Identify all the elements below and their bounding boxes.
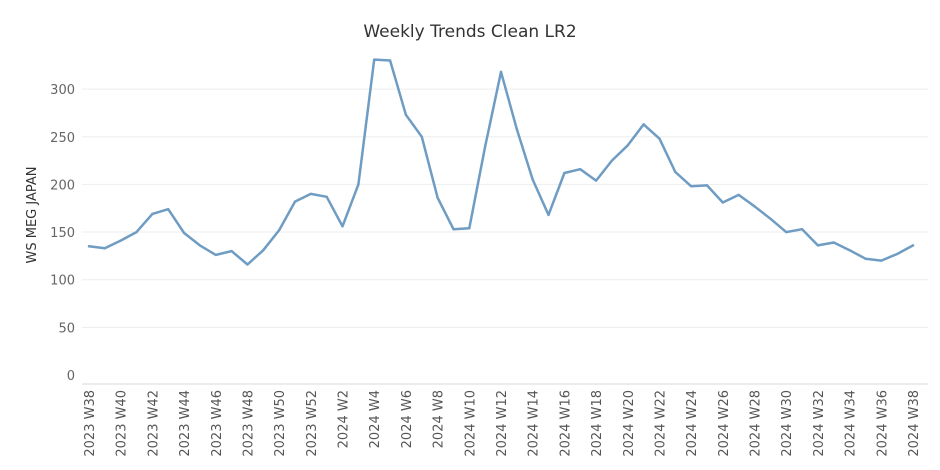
y-tick-label: 200	[50, 178, 75, 193]
x-tick-label: 2023 W38	[83, 390, 98, 457]
data-point	[436, 196, 439, 199]
data-point	[87, 245, 91, 248]
data-point	[816, 244, 820, 247]
data-point	[785, 230, 788, 234]
data-point	[182, 231, 186, 235]
x-tick-label: 2024 W4	[368, 390, 383, 448]
x-tick-label: 2024 W28	[749, 390, 764, 457]
x-tick-label: 2024 W8	[432, 390, 447, 448]
series-group	[87, 58, 915, 266]
data-point	[230, 249, 233, 253]
x-tick-label: 2024 W36	[875, 390, 890, 457]
x-tick-label: 2024 W14	[527, 390, 542, 457]
data-point	[103, 247, 107, 250]
x-tick-label: 2023 W50	[273, 390, 288, 457]
y-tick-label: 100	[50, 274, 75, 289]
data-point	[151, 212, 154, 216]
data-point	[753, 205, 756, 208]
data-point	[214, 253, 217, 257]
y-tick-label: 150	[50, 226, 75, 241]
x-tick-label: 2024 W24	[685, 390, 700, 457]
y-tick-label: 250	[50, 131, 75, 146]
x-tick-label: 2024 W20	[622, 390, 637, 457]
data-point	[357, 183, 360, 186]
y-tick-label: 50	[58, 321, 75, 336]
data-point	[246, 263, 249, 266]
data-point	[135, 230, 138, 234]
data-point	[800, 227, 804, 231]
data-point	[468, 227, 471, 230]
y-tick-label: 300	[50, 83, 75, 98]
data-point	[404, 113, 408, 117]
data-point	[325, 195, 328, 198]
data-point	[309, 192, 313, 196]
data-point	[262, 248, 265, 252]
chart-title: Weekly Trends Clean LR2	[363, 22, 576, 42]
x-tick-label: 2024 W10	[463, 390, 478, 457]
data-point	[420, 135, 423, 138]
data-point	[198, 244, 202, 247]
x-tick-labels: 2023 W38 2023 W40 2023 W42 2023 W44 2023 W46…	[83, 390, 922, 457]
x-tick-label: 2024 W22	[653, 390, 668, 457]
x-tick-label: 2023 W48	[241, 390, 256, 457]
x-tick-label: 2024 W38	[907, 390, 922, 457]
x-tick-label: 2023 W40	[115, 390, 130, 457]
x-tick-label: 2024 W30	[780, 390, 795, 457]
data-point	[610, 159, 614, 162]
x-tick-label: 2023 W46	[210, 390, 225, 457]
data-point	[864, 257, 867, 260]
data-point	[452, 227, 455, 231]
gridlines	[82, 88, 928, 328]
x-tick-label: 2024 W12	[495, 390, 510, 457]
x-tick-label: 2023 W52	[305, 390, 320, 457]
data-point	[721, 201, 725, 204]
x-tick-label: 2024 W32	[812, 390, 827, 457]
data-point	[499, 70, 503, 74]
data-point	[579, 167, 582, 171]
data-point	[483, 145, 487, 148]
x-tick-label: 2024 W6	[400, 390, 415, 448]
data-point	[594, 179, 598, 182]
data-point	[658, 137, 661, 140]
data-point	[626, 144, 629, 147]
data-point	[119, 239, 122, 242]
data-point	[769, 217, 772, 220]
data-point	[388, 59, 392, 62]
x-tick-label: 2024 W26	[717, 390, 732, 457]
data-point	[515, 127, 519, 131]
x-tick-label: 2024 W18	[590, 390, 605, 457]
y-tick-labels: 0 50 100 150 200 250 300	[50, 83, 75, 384]
series-line	[87, 58, 915, 266]
data-point	[277, 228, 281, 232]
data-point	[895, 252, 899, 256]
y-axis-label: WS MEG JAPAN	[25, 167, 40, 264]
x-tick-label: 2023 W44	[178, 390, 193, 457]
data-point	[563, 171, 566, 175]
data-point	[341, 225, 344, 228]
data-point	[705, 184, 709, 187]
data-point	[373, 58, 376, 61]
data-point	[642, 123, 645, 126]
x-tick-label: 2024 W2	[337, 390, 352, 448]
x-tick-label: 2024 W16	[558, 390, 573, 457]
data-point	[911, 244, 915, 247]
data-point	[531, 178, 534, 181]
data-point	[547, 213, 550, 217]
data-point	[689, 185, 693, 188]
data-point	[880, 259, 883, 262]
x-tick-label: 2023 W42	[146, 390, 161, 457]
data-point	[674, 170, 677, 174]
data-point	[848, 248, 851, 252]
data-point	[832, 241, 835, 244]
data-point	[293, 200, 297, 203]
y-tick-label: 0	[67, 369, 75, 384]
x-tick-label: 2024 W34	[844, 390, 859, 457]
data-point	[167, 207, 170, 211]
data-point	[737, 193, 740, 197]
